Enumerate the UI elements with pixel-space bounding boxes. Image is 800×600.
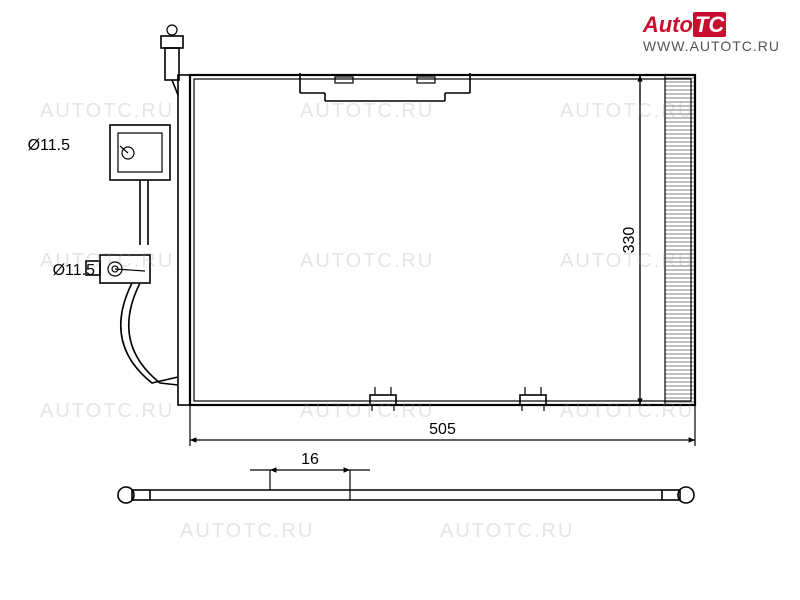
technical-drawing: 330 505 16 Ø11.5 Ø11.5 bbox=[0, 0, 800, 600]
svg-text:505: 505 bbox=[429, 421, 456, 438]
logo-suffix: TC bbox=[693, 12, 726, 37]
svg-text:16: 16 bbox=[301, 451, 319, 468]
logo-prefix: Auto bbox=[643, 12, 693, 37]
svg-text:Ø11.5: Ø11.5 bbox=[28, 137, 71, 154]
svg-text:330: 330 bbox=[621, 227, 638, 254]
logo-url: WWW.AUTOTC.RU bbox=[643, 38, 780, 54]
svg-text:Ø11.5: Ø11.5 bbox=[53, 262, 96, 279]
brand-logo: AutoTC WWW.AUTOTC.RU bbox=[643, 12, 780, 54]
